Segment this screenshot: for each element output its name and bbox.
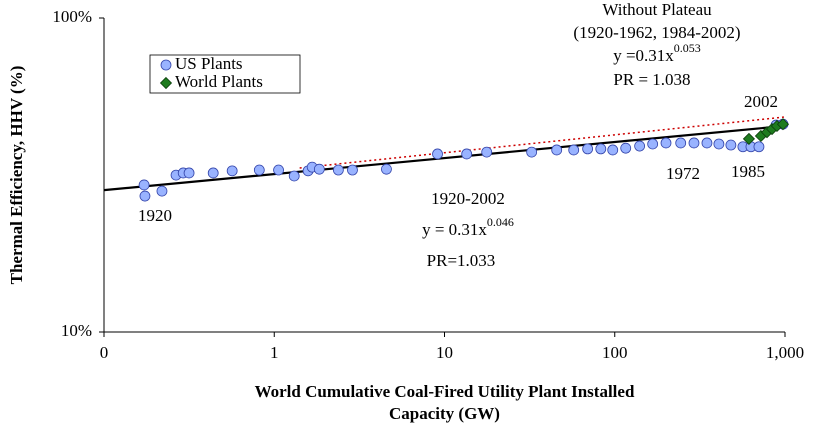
legend-label: World Plants [175, 72, 263, 91]
annotation-superscript: 0.053 [674, 41, 701, 55]
legend-marker [160, 59, 172, 71]
y-axis-label: Thermal Efficiency, HHV (%) [7, 66, 26, 285]
data-point [207, 167, 219, 179]
annotation: PR = 1.038 [613, 70, 690, 89]
x-tick-label: 100 [602, 343, 628, 362]
data-point [526, 146, 538, 158]
y-tick-label: 10% [61, 321, 92, 340]
data-point [481, 146, 493, 158]
annotation-text: PR = 1.038 [613, 70, 690, 89]
data-point [634, 140, 646, 152]
data-point [226, 165, 238, 177]
annotation: 1972 [666, 164, 700, 183]
data-point [313, 163, 325, 175]
annotation-text: (1920-1962, 1984-2002) [573, 23, 740, 42]
annotation: y = 0.31x0.046 [422, 215, 514, 239]
data-point [753, 141, 765, 153]
annotation-text: 1972 [666, 164, 700, 183]
data-point [725, 139, 737, 151]
data-point [713, 138, 725, 150]
data-point [582, 143, 594, 155]
y-tick-label: 100% [52, 7, 92, 26]
data-point [139, 190, 151, 202]
data-point [776, 118, 790, 131]
annotation: (1920-1962, 1984-2002) [573, 23, 740, 42]
data-point [461, 148, 473, 160]
data-point [647, 138, 659, 150]
data-point [156, 185, 168, 197]
x-tick-label: 1 [270, 343, 279, 362]
data-point [347, 164, 358, 176]
legend-box [149, 54, 301, 94]
x-tick-label: 10 [436, 343, 453, 362]
data-point [742, 132, 756, 145]
data-point [701, 137, 713, 149]
x-tick-label: 1,000 [766, 343, 804, 362]
annotation-text: 1920-2002 [431, 189, 505, 208]
annotation: 1985 [731, 162, 765, 181]
x-axis-label: Capacity (GW) [389, 404, 500, 423]
annotation: PR=1.033 [427, 251, 496, 270]
trend-line [103, 124, 786, 192]
data-point [253, 164, 265, 176]
annotation-text: 1920 [138, 206, 172, 225]
annotation-text: 2002 [744, 92, 778, 111]
annotation-text: 1985 [731, 162, 765, 181]
data-point [568, 144, 580, 156]
data-point [688, 137, 700, 149]
annotation-text: PR=1.033 [427, 251, 496, 270]
annotation: y =0.31x0.053 [613, 41, 701, 65]
data-point [620, 142, 632, 154]
data-point [273, 164, 284, 176]
annotation: 1920-2002 [431, 189, 505, 208]
data-point [595, 143, 607, 155]
data-point [551, 144, 563, 156]
data-point [607, 144, 619, 156]
data-point [675, 137, 687, 149]
annotation: 2002 [744, 92, 778, 111]
data-point [183, 167, 195, 179]
annotation: 1920 [138, 206, 172, 225]
x-tick-label: 0 [100, 343, 109, 362]
data-point [381, 163, 392, 175]
data-point [138, 179, 150, 191]
x-axis-label: World Cumulative Coal-Fired Utility Plan… [255, 382, 635, 401]
annotation-text: y = 0.31x [422, 220, 487, 239]
legend-label: US Plants [175, 54, 243, 73]
legend-marker [159, 76, 173, 90]
data-point [332, 164, 344, 176]
trend-line [299, 116, 786, 169]
annotation-text: Without Plateau [602, 0, 712, 19]
annotation-text: y =0.31x [613, 46, 674, 65]
data-point [288, 170, 300, 182]
data-point [660, 137, 672, 149]
annotation-superscript: 0.046 [487, 215, 514, 229]
data-point [432, 148, 443, 160]
annotation: Without Plateau [602, 0, 712, 19]
